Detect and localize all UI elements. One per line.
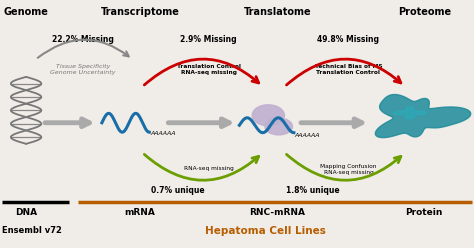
Text: DNA: DNA xyxy=(15,208,37,217)
Text: AAAAAA: AAAAAA xyxy=(295,133,320,138)
Text: Proteome: Proteome xyxy=(398,7,451,17)
Text: Genome: Genome xyxy=(4,7,48,17)
Text: 49.8% Missing: 49.8% Missing xyxy=(318,35,379,44)
Text: 0.7% unique: 0.7% unique xyxy=(151,186,205,195)
Text: 1.8% unique: 1.8% unique xyxy=(286,186,340,195)
Text: Protein: Protein xyxy=(406,208,443,217)
Text: mRNA: mRNA xyxy=(124,208,155,217)
Text: AAAAAA: AAAAAA xyxy=(151,131,176,136)
Text: Transcriptome: Transcriptome xyxy=(100,7,179,17)
Text: Technical Bias of MS
Translation Control: Technical Bias of MS Translation Control xyxy=(315,64,382,75)
Text: RNC-mRNA: RNC-mRNA xyxy=(249,208,305,217)
Polygon shape xyxy=(393,107,427,119)
Text: Tissue Specificity
Genome Uncertainty: Tissue Specificity Genome Uncertainty xyxy=(50,64,116,75)
Text: Hepatoma Cell Lines: Hepatoma Cell Lines xyxy=(205,226,326,236)
Text: 22.2% Missing: 22.2% Missing xyxy=(52,35,114,44)
Text: RNA-seq missing: RNA-seq missing xyxy=(184,166,233,171)
Polygon shape xyxy=(375,94,471,138)
Text: 2.9% Missing: 2.9% Missing xyxy=(180,35,237,44)
Text: Translatome: Translatome xyxy=(244,7,311,17)
Ellipse shape xyxy=(265,118,292,135)
Ellipse shape xyxy=(252,105,284,126)
Text: Ensembl v72: Ensembl v72 xyxy=(2,226,62,235)
Text: Translation Control
RNA-seq missing: Translation Control RNA-seq missing xyxy=(176,64,241,75)
Text: Mapping Confusion
RNA-seq missing: Mapping Confusion RNA-seq missing xyxy=(320,164,376,175)
